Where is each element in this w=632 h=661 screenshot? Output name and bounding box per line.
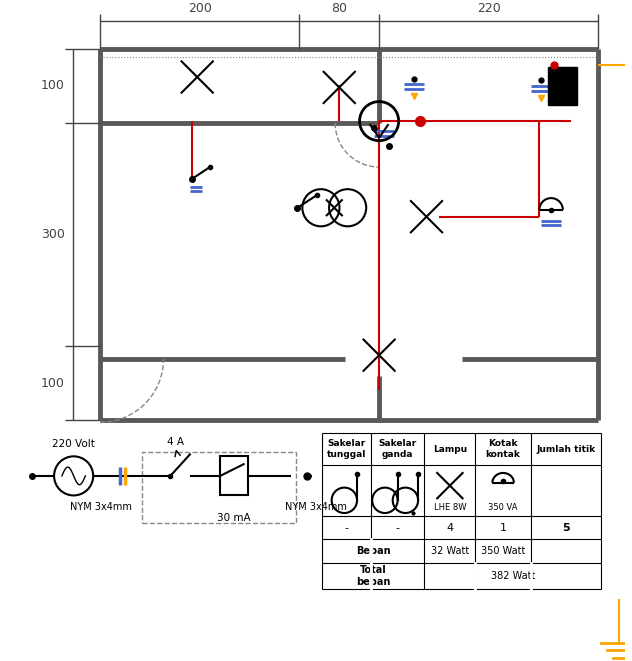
Text: 350 Watt: 350 Watt	[481, 546, 525, 556]
Bar	[220, 456, 248, 496]
Text: 200: 200	[188, 1, 212, 15]
Text: Kotak
kontak: Kotak kontak	[486, 440, 521, 459]
Text: 4 A: 4 A	[167, 436, 184, 447]
Text: 350 VA: 350 VA	[489, 502, 518, 512]
Text: 5: 5	[562, 523, 570, 533]
Text: NYM 3x4mm: NYM 3x4mm	[285, 502, 346, 512]
Text: Jumlah titik: Jumlah titik	[537, 444, 596, 453]
Text: Beban: Beban	[356, 546, 391, 556]
Text: 300: 300	[41, 228, 65, 241]
Text: 220 Volt: 220 Volt	[52, 440, 95, 449]
Text: 382 Watt: 382 Watt	[490, 571, 535, 581]
Text: 100: 100	[41, 79, 65, 93]
Text: LHE 8W: LHE 8W	[434, 502, 466, 512]
Text: 1: 1	[500, 523, 507, 533]
Text: 100: 100	[41, 377, 65, 389]
Text: Total
beban: Total beban	[356, 565, 391, 587]
Text: Sakelar
tunggal: Sakelar tunggal	[327, 440, 366, 459]
Polygon shape	[559, 67, 577, 104]
Text: -: -	[396, 523, 399, 533]
Text: 80: 80	[331, 1, 347, 15]
Text: Sakelar
ganda: Sakelar ganda	[379, 440, 416, 459]
Bar	[142, 452, 296, 523]
Text: 220: 220	[477, 1, 501, 15]
Text: -: -	[344, 523, 348, 533]
Text: Lampu: Lampu	[433, 444, 467, 453]
Text: 4: 4	[446, 523, 453, 533]
Text: 30 mA: 30 mA	[217, 513, 251, 523]
Bar	[547, 67, 577, 104]
Text: 32 Watt: 32 Watt	[431, 546, 469, 556]
Text: NYM 3x4mm: NYM 3x4mm	[70, 502, 132, 512]
